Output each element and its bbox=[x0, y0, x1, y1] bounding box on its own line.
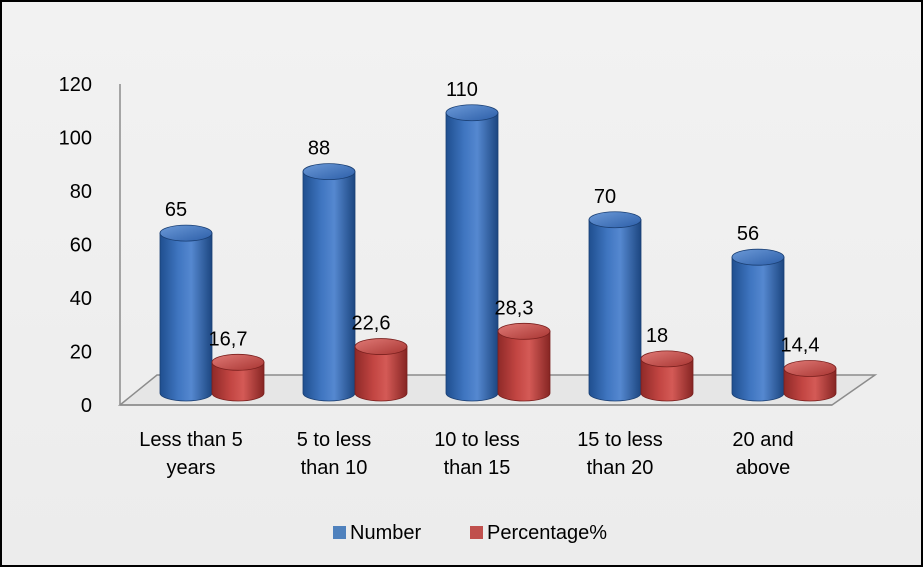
y-tick-label: 80 bbox=[70, 181, 92, 203]
bar-number bbox=[302, 171, 356, 402]
y-tick-label: 0 bbox=[81, 395, 92, 417]
y-tick-label: 20 bbox=[70, 342, 92, 364]
bar-top-percentage bbox=[783, 360, 837, 377]
data-label: 70 bbox=[594, 186, 616, 208]
data-label: 14,4 bbox=[781, 334, 820, 356]
legend: Number Percentage% bbox=[333, 522, 607, 544]
bars bbox=[159, 104, 837, 402]
bar-top-number bbox=[588, 211, 642, 229]
bar-number bbox=[731, 256, 785, 402]
data-label: 28,3 bbox=[495, 297, 534, 319]
data-label: 22,6 bbox=[352, 313, 391, 335]
data-label: 56 bbox=[737, 223, 759, 245]
bar-top-percentage bbox=[497, 322, 551, 340]
category-label: 10 to less than 15 bbox=[434, 429, 520, 479]
bar-percentage bbox=[354, 346, 408, 402]
bar-top-percentage bbox=[640, 350, 694, 368]
y-tick-labels: 0 20 40 60 80 100 120 bbox=[59, 74, 92, 417]
data-label: 110 bbox=[446, 79, 478, 101]
legend-swatch-number bbox=[333, 526, 346, 539]
bar-percentage bbox=[497, 330, 551, 402]
bar-number bbox=[159, 232, 213, 402]
data-label: 18 bbox=[646, 325, 668, 347]
bar-number bbox=[445, 112, 499, 402]
bar-percentage bbox=[783, 368, 837, 402]
category-label: Less than 5 years bbox=[139, 429, 242, 479]
bar-top-number bbox=[445, 104, 499, 122]
bar-top-number bbox=[731, 248, 785, 266]
y-tick-label: 100 bbox=[59, 128, 92, 150]
category-label: 15 to less than 20 bbox=[577, 429, 663, 479]
bar-top-percentage bbox=[211, 353, 265, 371]
legend-swatch-percentage bbox=[470, 526, 483, 539]
bar-top-percentage bbox=[354, 338, 408, 355]
category-label: 20 and above bbox=[732, 429, 793, 479]
legend-label-percentage: Percentage% bbox=[487, 522, 607, 544]
data-label: 65 bbox=[165, 199, 187, 221]
category-label: 5 to less than 10 bbox=[297, 429, 371, 479]
data-label: 88 bbox=[308, 138, 330, 160]
y-tick-label: 40 bbox=[70, 288, 92, 310]
data-labels: 65 16,7 88 22,6 110 28,3 70 18 56 14,4 bbox=[165, 79, 820, 357]
bar-top-number bbox=[302, 163, 356, 181]
y-tick-label: 120 bbox=[59, 74, 92, 96]
data-label: 16,7 bbox=[209, 328, 248, 350]
legend-label-number: Number bbox=[350, 522, 421, 544]
bar-number bbox=[588, 219, 642, 402]
bar-percentage bbox=[640, 358, 694, 402]
y-tick-label: 60 bbox=[70, 235, 92, 257]
category-labels: Less than 5 years 5 to less than 10 10 to le… bbox=[139, 429, 793, 479]
bar-percentage bbox=[211, 361, 265, 402]
bar-top-number bbox=[159, 224, 213, 242]
